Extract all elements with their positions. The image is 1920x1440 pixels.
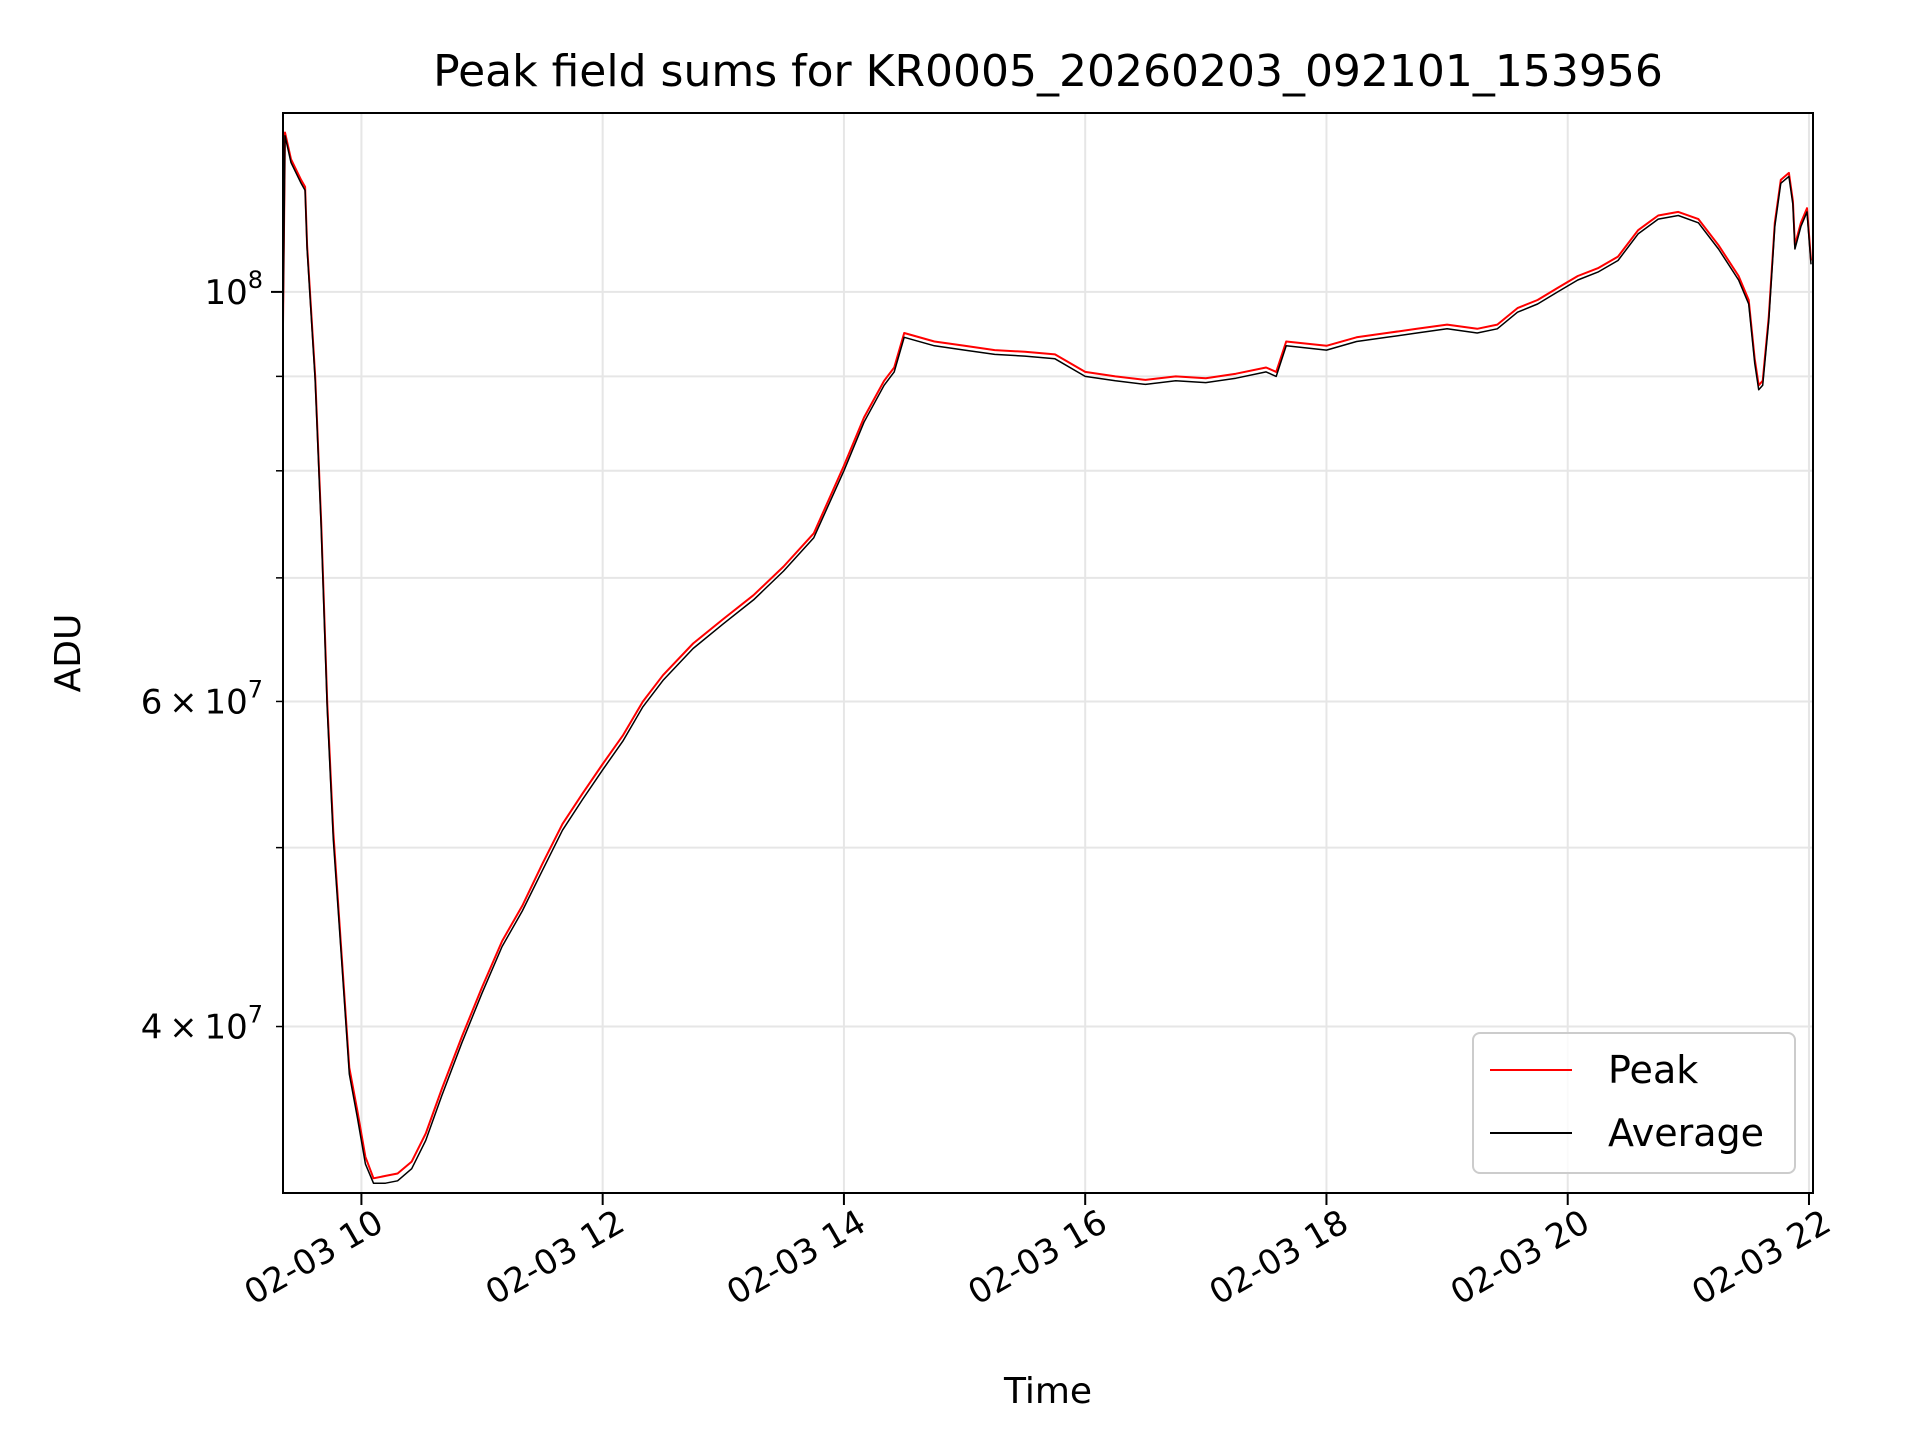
x-tick-label: 02-03 16 [962,1202,1114,1313]
series-layer [283,131,1812,1184]
grid [283,113,1813,1193]
x-axis-label: Time [1003,1371,1092,1412]
series-line-peak [283,131,1812,1180]
x-tick-label: 02-03 10 [238,1202,390,1313]
x-tick-label: 02-03 14 [720,1202,872,1313]
x-tick-label: 02-03 22 [1685,1202,1837,1313]
legend-label-peak: Peak [1608,1048,1698,1092]
plot-frame [282,112,1814,1194]
y-ticks: 108 4 × 107 6 × 107 [141,266,283,1048]
series-line-average [283,135,1812,1184]
y-tick-label: 6 × 107 [141,675,263,722]
legend: Peak Average [1472,1032,1796,1174]
x-tick-label: 02-03 20 [1444,1202,1596,1313]
x-ticks: 02-03 10 02-03 12 02-03 14 02-03 16 02-03 18… [238,1193,1838,1313]
legend-box [1472,1032,1796,1174]
x-tick-label: 02-03 12 [479,1202,631,1313]
y-tick-label: 4 × 107 [141,1001,263,1048]
y-tick-label: 108 [204,266,263,313]
y-axis-label: ADU [48,614,89,693]
chart-title: Peak field sums for KR0005_20260203_0921… [433,46,1663,97]
legend-label-average: Average [1608,1111,1764,1155]
x-tick-label: 02-03 18 [1203,1202,1355,1313]
